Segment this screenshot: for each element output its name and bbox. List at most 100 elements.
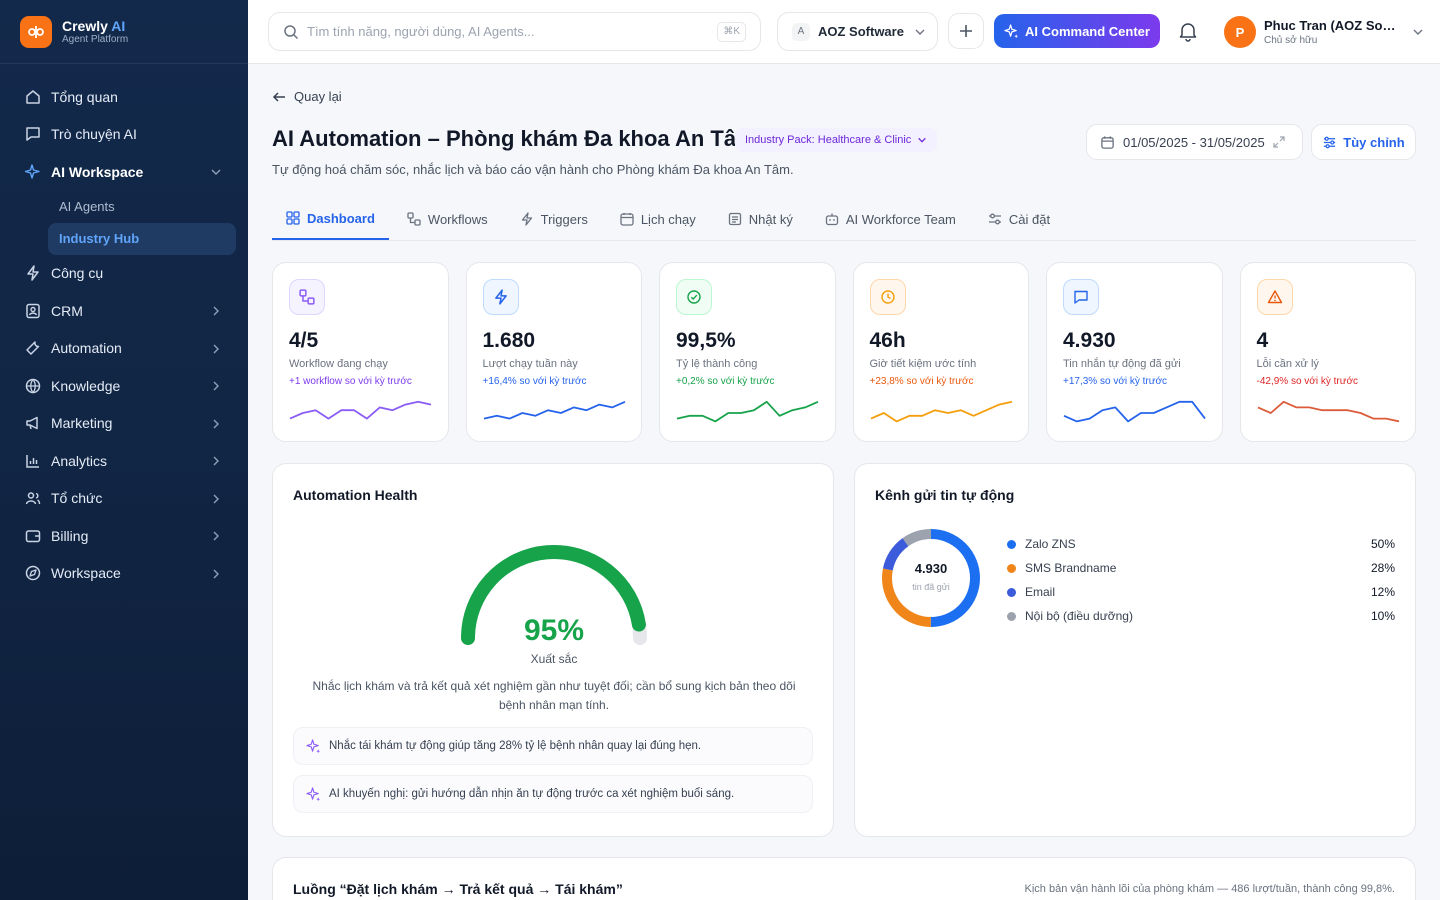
- chevron-right-icon: [213, 306, 219, 316]
- kpi-label: Tỷ lệ thành công: [676, 358, 758, 370]
- donut-total: 4.930: [914, 561, 948, 576]
- sidebar-item-workspace[interactable]: Workspace: [0, 555, 248, 593]
- sidebar-item-tro-chuyen-ai[interactable]: Trò chuyện AI: [0, 116, 248, 154]
- chevron-down-icon: [915, 29, 925, 35]
- tab-ai-workforce-team[interactable]: AI Workforce Team: [811, 198, 970, 240]
- sidebar-item-to-chuc[interactable]: Tổ chức: [0, 480, 248, 518]
- back-link[interactable]: Quay lại: [272, 89, 342, 104]
- kpi-delta: +17,3% so với kỳ trước: [1063, 376, 1168, 387]
- sidebar-item-label: CRM: [51, 302, 83, 319]
- legend-percent: 12%: [1370, 585, 1395, 599]
- legend-dot: [1007, 563, 1016, 573]
- sidebar-item-label: Công cụ: [51, 265, 104, 282]
- kpi-delta: +16,4% so với kỳ trước: [482, 376, 587, 387]
- home-icon: [26, 90, 40, 104]
- message-icon: [1074, 290, 1088, 304]
- bolt-icon: [494, 289, 507, 305]
- sparkline-line: [870, 400, 1012, 423]
- back-label: Quay lại: [294, 89, 342, 104]
- wrench-icon: [26, 341, 40, 355]
- kpi-icon-box: [1063, 279, 1099, 315]
- tab-lich-chay[interactable]: Lịch chạy: [606, 198, 710, 240]
- search-shortcut: ⌘K: [717, 22, 746, 42]
- tab-label: Triggers: [540, 211, 588, 227]
- sidebar-nav: Tổng quan Trò chuyện AI AI Workspace AI …: [0, 64, 248, 592]
- brand[interactable]: Crewly AI Agent Platform: [0, 0, 248, 64]
- ai-command-center-button[interactable]: AI Command Center: [994, 14, 1160, 48]
- date-range-value: 01/05/2025 - 31/05/2025: [1123, 134, 1265, 150]
- search-input[interactable]: Tìm tính năng, người dùng, AI Agents... …: [268, 12, 761, 51]
- tab-triggers[interactable]: Triggers: [506, 198, 602, 240]
- search-icon: [284, 24, 299, 39]
- log-icon: [728, 212, 741, 226]
- tab-label: Workflows: [427, 211, 488, 227]
- tab-nhat-ky[interactable]: Nhật ký: [714, 198, 807, 240]
- sidebar-item-label: Workspace: [51, 565, 121, 582]
- gauge-value-arc: [461, 545, 646, 645]
- health-gauge: [461, 545, 647, 645]
- chevron-down-icon: [918, 137, 927, 143]
- chevron-right-icon: [213, 456, 219, 466]
- donut-slice: [882, 529, 980, 627]
- chevron-right-icon: [213, 569, 219, 578]
- customize-button[interactable]: Tùy chỉnh: [1311, 124, 1416, 160]
- sparkline-line: [483, 400, 625, 420]
- page-title: AI Automation – Phòng khám Đa khoa An Tâ…: [272, 126, 756, 151]
- customize-label: Tùy chỉnh: [1343, 134, 1405, 150]
- sidebar-item-ai-workspace[interactable]: AI Workspace: [0, 153, 248, 191]
- contacts-icon: [26, 303, 40, 318]
- tab-cai-dat[interactable]: Cài đặt: [974, 198, 1064, 240]
- sliders-icon: [1324, 136, 1336, 148]
- tip-text: Nhắc tái khám tự động giúp tăng 28% tỷ l…: [329, 740, 702, 752]
- tab-workflows[interactable]: Workflows: [393, 198, 502, 240]
- chevron-right-icon: [213, 494, 219, 503]
- user-menu[interactable]: P Phuc Tran (AOZ Software) Chủ sở hữu: [1224, 16, 1424, 48]
- sidebar-item-cong-cu[interactable]: Công cụ: [0, 255, 248, 293]
- kpi-card-messages[interactable]: 4.930 Tin nhắn tự động đã gửi +17,3% so …: [1046, 262, 1223, 442]
- sidebar-item-analytics[interactable]: Analytics: [0, 442, 248, 480]
- health-description: Nhắc lịch khám và trả kết quả xét nghiệm…: [312, 679, 796, 712]
- bot-icon: [825, 213, 838, 226]
- sidebar-subitem-industry-hub[interactable]: Industry Hub: [48, 222, 236, 255]
- tab-dashboard[interactable]: Dashboard: [272, 198, 389, 240]
- kpi-card-workflows[interactable]: 4/5 Workflow đang chạy +1 workflow so vớ…: [272, 262, 449, 442]
- channels-donut: [882, 529, 980, 627]
- legend-row: Zalo ZNS 50%: [1007, 532, 1395, 556]
- sidebar-item-tong-quan[interactable]: Tổng quan: [0, 78, 248, 116]
- org-badge: A: [792, 22, 810, 41]
- industry-pack-dropdown[interactable]: Industry Pack: Healthcare & Clinic: [735, 128, 938, 152]
- channels-legend: Zalo ZNS 50% SMS Brandname 28% Email 12%…: [1007, 532, 1395, 628]
- legend-label: Email: [1025, 585, 1056, 599]
- add-button[interactable]: [948, 13, 984, 49]
- kpi-card-hours-saved[interactable]: 46h Giờ tiết kiệm ước tính +23,8% so với…: [852, 262, 1029, 442]
- expand-icon: [1273, 136, 1285, 148]
- sidebar-item-marketing[interactable]: Marketing: [0, 405, 248, 443]
- sparkline-line: [289, 400, 432, 420]
- sidebar-item-billing[interactable]: Billing: [0, 517, 248, 555]
- chat-icon: [26, 127, 40, 141]
- legend-percent: 28%: [1370, 561, 1395, 575]
- sparkline-line: [1257, 400, 1399, 423]
- sidebar-item-knowledge[interactable]: Knowledge: [0, 367, 248, 405]
- kpi-label: Workflow đang chạy: [289, 358, 388, 370]
- kpi-value: 4.930: [1063, 329, 1116, 352]
- sidebar-item-label: Analytics: [51, 452, 108, 469]
- kpi-sparkline: [870, 400, 1012, 423]
- org-switcher[interactable]: A AOZ Software: [777, 12, 938, 51]
- legend-label: Zalo ZNS: [1025, 537, 1076, 551]
- sidebar-item-automation[interactable]: Automation: [0, 330, 248, 368]
- kpi-card-errors[interactable]: 4 Lỗi cần xử lý -42,9% so với kỳ trước: [1239, 262, 1416, 442]
- chevron-right-icon: [213, 381, 219, 391]
- kpi-sparkline: [483, 400, 625, 420]
- kpi-card-runs[interactable]: 1.680 Lượt chạy tuần này +16,4% so với k…: [465, 262, 642, 442]
- health-tip: AI khuyến nghị: gửi hướng dẫn nhịn ăn tự…: [293, 775, 813, 813]
- notifications-button[interactable]: [1177, 20, 1199, 42]
- kpi-card-success-rate[interactable]: 99,5% Tỷ lệ thành công +0,2% so với kỳ t…: [659, 262, 836, 442]
- sidebar-subitem-ai-agents[interactable]: AI Agents: [59, 199, 115, 214]
- sidebar-item-crm[interactable]: CRM: [0, 292, 248, 330]
- chevron-right-icon: [213, 419, 219, 428]
- calendar-icon: [620, 213, 634, 226]
- date-range-picker[interactable]: 01/05/2025 - 31/05/2025: [1086, 124, 1303, 160]
- tip-text: AI khuyến nghị: gửi hướng dẫn nhịn ăn tự…: [329, 788, 735, 800]
- topbar: Tìm tính năng, người dùng, AI Agents... …: [248, 0, 1440, 64]
